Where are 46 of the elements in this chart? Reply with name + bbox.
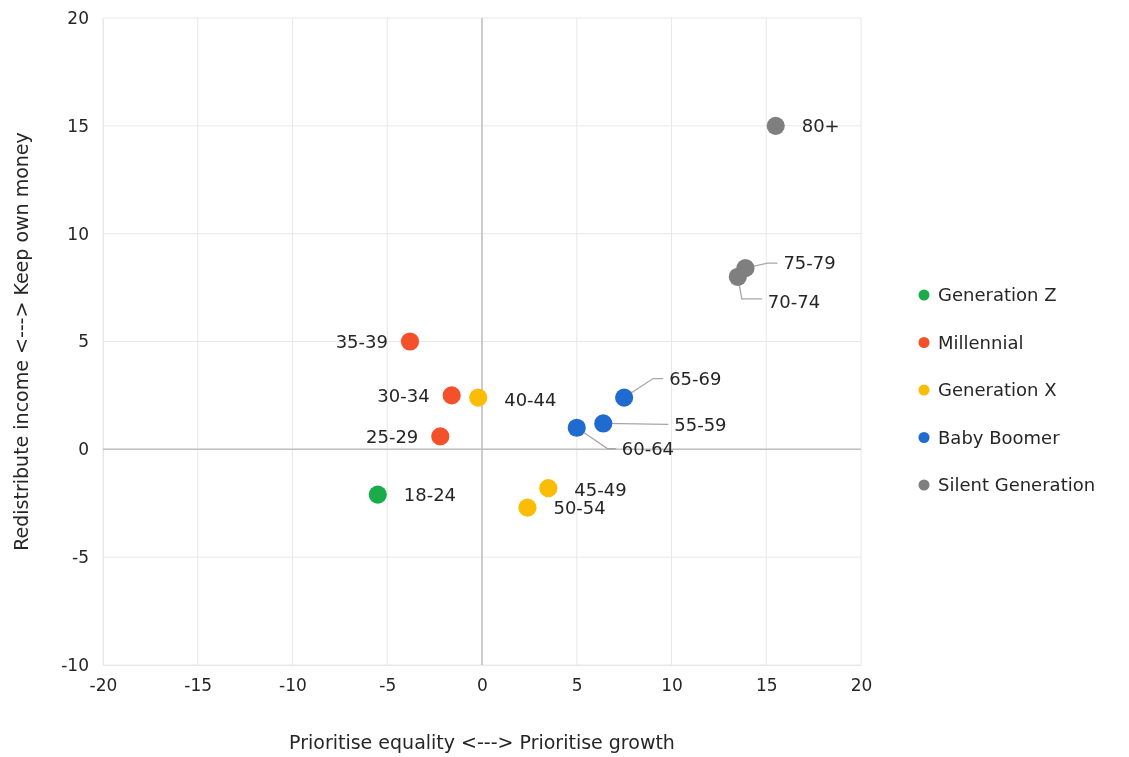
annotation: 60-64 — [621, 438, 675, 460]
point — [469, 388, 488, 407]
x-tick-label: 20 — [850, 675, 873, 696]
point — [431, 427, 450, 446]
legend-label: Silent Generation — [938, 474, 1096, 496]
annotation: 65-69 — [669, 367, 722, 389]
point — [442, 386, 461, 405]
x-tick-label: 10 — [661, 675, 683, 696]
x-tick-label: 15 — [755, 675, 778, 696]
point — [567, 418, 586, 437]
annotation: 55-59 — [674, 413, 727, 435]
y-tick-label: 20 — [67, 7, 89, 28]
point — [539, 479, 558, 498]
annotation: 35-39 — [335, 330, 388, 352]
legend-label: Generation X — [938, 379, 1057, 401]
x-tick-label: -15 — [184, 675, 213, 696]
annotation: 75-79 — [783, 252, 836, 274]
x-tick-label: 5 — [571, 675, 583, 696]
legend-label: Millennial — [938, 331, 1024, 353]
x-tick-label: 0 — [477, 675, 488, 696]
x-axis-title: Prioritise equality <---> Prioritise growth — [289, 731, 675, 753]
legend-label: Baby Boomer — [938, 426, 1061, 448]
y-axis-title: Redistribute income <---> Keep own money — [10, 132, 32, 551]
y-tick-label: 15 — [67, 115, 89, 136]
point — [594, 414, 613, 433]
y-tick-label: 10 — [67, 223, 89, 244]
y-tick-label: -10 — [61, 654, 89, 675]
annotation: 40-44 — [504, 388, 557, 410]
annotation: 30-34 — [377, 384, 430, 406]
point — [766, 116, 785, 135]
x-tick-label: -10 — [279, 675, 307, 696]
point — [368, 485, 387, 504]
y-tick-label: -5 — [72, 547, 89, 568]
y-tick-label: 5 — [78, 331, 89, 352]
annotation: 25-29 — [366, 425, 419, 447]
point — [615, 388, 634, 407]
x-tick-label: -20 — [89, 675, 118, 696]
annotation: 18-24 — [403, 483, 457, 505]
point — [400, 332, 420, 351]
y-tick-label: 0 — [78, 439, 89, 460]
annotation: 70-74 — [767, 291, 821, 313]
annotation: 80+ — [801, 115, 840, 137]
point — [518, 498, 537, 517]
x-tick-label: -5 — [379, 675, 397, 696]
point — [736, 259, 755, 278]
legend-label: Generation Z — [938, 284, 1057, 306]
